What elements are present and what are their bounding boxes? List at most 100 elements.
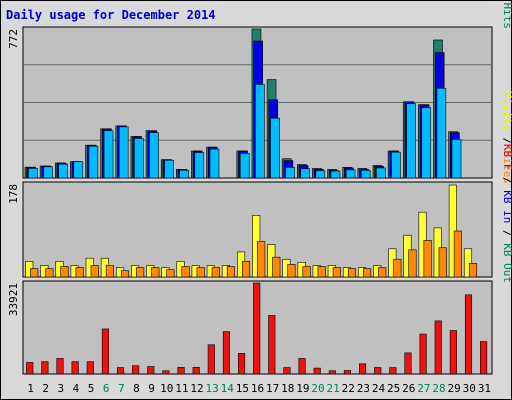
- day-label: 15: [236, 382, 249, 395]
- bar-pages-day-22: [345, 169, 356, 179]
- legend-entry: Sites: [501, 151, 512, 184]
- panel-kb: 33921 KB F / KB In / KB Out: [7, 144, 512, 375]
- day-label: 1: [27, 382, 34, 395]
- bar-sites-day-26: [408, 249, 417, 278]
- bar-kb-f-day-11: [177, 366, 185, 375]
- bar-sites-day-2: [45, 268, 54, 278]
- bar-pages-day-23: [360, 169, 371, 179]
- bar-pages-day-24: [376, 167, 386, 179]
- bar-kb-f-day-8: [132, 365, 140, 375]
- day-label: 23: [357, 382, 370, 395]
- day-label: 9: [148, 382, 155, 395]
- bar-pages-day-19: [300, 168, 311, 179]
- day-label: 4: [73, 382, 80, 395]
- bar-kb-f-day-10: [162, 370, 170, 375]
- bar-kb-f-day-17: [268, 315, 276, 375]
- bar-kb-f-day-6: [101, 328, 109, 375]
- day-label: 24: [372, 382, 386, 395]
- bar-pages-day-11: [179, 169, 189, 179]
- bar-sites-day-25: [393, 258, 402, 278]
- day-label: 12: [190, 382, 203, 395]
- panel-hits-files-pages: 772 Pages / Files / Hits: [7, 0, 512, 179]
- bar-sites-day-24: [378, 267, 387, 278]
- legend-entry: /: [501, 0, 512, 3]
- day-label: 3: [58, 382, 65, 395]
- bar-pages-day-5: [88, 145, 99, 179]
- bar-kb-f-day-27: [419, 333, 427, 375]
- bar-sites-day-12: [196, 267, 205, 278]
- day-label: 16: [251, 382, 264, 395]
- bar-sites-day-5: [90, 265, 99, 278]
- bar-kb-f-day-30: [464, 294, 473, 375]
- bar-pages-day-27: [421, 107, 432, 179]
- bar-sites-day-15: [242, 261, 251, 278]
- day-label: 28: [432, 382, 445, 395]
- bar-kb-f-day-4: [71, 361, 79, 375]
- bar-pages-day-28: [436, 87, 447, 179]
- y-max-label: 772: [7, 29, 20, 49]
- bar-sites-day-28: [438, 247, 447, 278]
- bar-kb-f-day-18: [283, 367, 291, 375]
- day-labels: 1 2 3 4 5 6 7 8 9 10 11 12 13 14 15 16 17 18 19 20 21 22 23 24 2…: [27, 382, 491, 395]
- chart-title: Daily usage for December 2014: [6, 8, 216, 22]
- chart-panels: 772 Pages / Files / Hits 178 Visits / Sites…: [7, 0, 512, 375]
- day-label: 22: [342, 382, 355, 395]
- day-label: 8: [133, 382, 140, 395]
- day-label: 21: [327, 382, 340, 395]
- bar-kb-f-day-24: [374, 367, 382, 375]
- bar-kb-f-day-19: [298, 358, 306, 375]
- bar-pages-day-18: [285, 167, 295, 179]
- bar-sites-day-13: [211, 267, 220, 278]
- bar-sites-day-29: [453, 230, 462, 278]
- bar-sites-day-1: [30, 268, 39, 278]
- panel-legend: Visits / Sites: [501, 91, 512, 184]
- panel-visits-sites: 178 Visits / Sites: [7, 91, 512, 278]
- bar-kb-f-day-23: [359, 363, 367, 375]
- day-label: 29: [448, 382, 461, 395]
- day-label: 17: [266, 382, 279, 395]
- legend-entry: KB F: [501, 144, 512, 171]
- bar-sites-day-7: [120, 270, 130, 278]
- day-label: 10: [160, 382, 173, 395]
- legend-entry: KB Out: [501, 243, 512, 283]
- bar-sites-day-16: [257, 241, 266, 278]
- day-label: 25: [387, 382, 400, 395]
- day-label: 11: [175, 382, 188, 395]
- day-label: 13: [205, 382, 218, 395]
- bar-sites-day-20: [317, 266, 326, 278]
- day-label: 31: [478, 382, 491, 395]
- day-label: 7: [118, 382, 125, 395]
- bar-pages-day-7: [118, 126, 129, 179]
- bar-kb-f-day-26: [404, 352, 412, 375]
- day-label: 30: [463, 382, 476, 395]
- bar-kb-f-day-15: [238, 353, 246, 375]
- bar-kb-f-day-22: [343, 370, 352, 375]
- legend-entry: Visits: [501, 91, 512, 131]
- bar-pages-day-6: [103, 130, 114, 179]
- bar-visits-day-30: [463, 248, 473, 278]
- bar-sites-day-22: [347, 268, 357, 278]
- legend-entry: /: [501, 223, 512, 243]
- bar-sites-day-21: [332, 267, 341, 278]
- bar-kb-f-day-9: [147, 366, 155, 375]
- bar-sites-day-11: [181, 266, 190, 278]
- legend-entry: Hits: [501, 3, 512, 30]
- bar-pages-day-21: [330, 170, 341, 179]
- bar-pages-day-10: [164, 159, 174, 179]
- panel-legend: Pages / Files / Hits: [501, 0, 512, 29]
- bar-kb-f-day-16: [253, 282, 261, 375]
- bar-kb-f-day-28: [434, 320, 442, 375]
- bar-pages-day-4: [73, 161, 84, 179]
- bar-sites-day-8: [136, 267, 145, 278]
- day-label: 20: [311, 382, 324, 395]
- bar-kb-f-day-21: [328, 370, 336, 375]
- bar-pages-day-13: [209, 148, 220, 179]
- y-max-label: 178: [7, 184, 20, 204]
- day-label: 18: [281, 382, 294, 395]
- bar-kb-f-day-3: [56, 358, 64, 375]
- bar-sites-day-14: [226, 266, 235, 278]
- bar-sites-day-10: [166, 269, 175, 278]
- day-label: 5: [88, 382, 95, 395]
- bar-kb-f-day-31: [480, 341, 488, 375]
- bar-pages-day-3: [58, 163, 68, 179]
